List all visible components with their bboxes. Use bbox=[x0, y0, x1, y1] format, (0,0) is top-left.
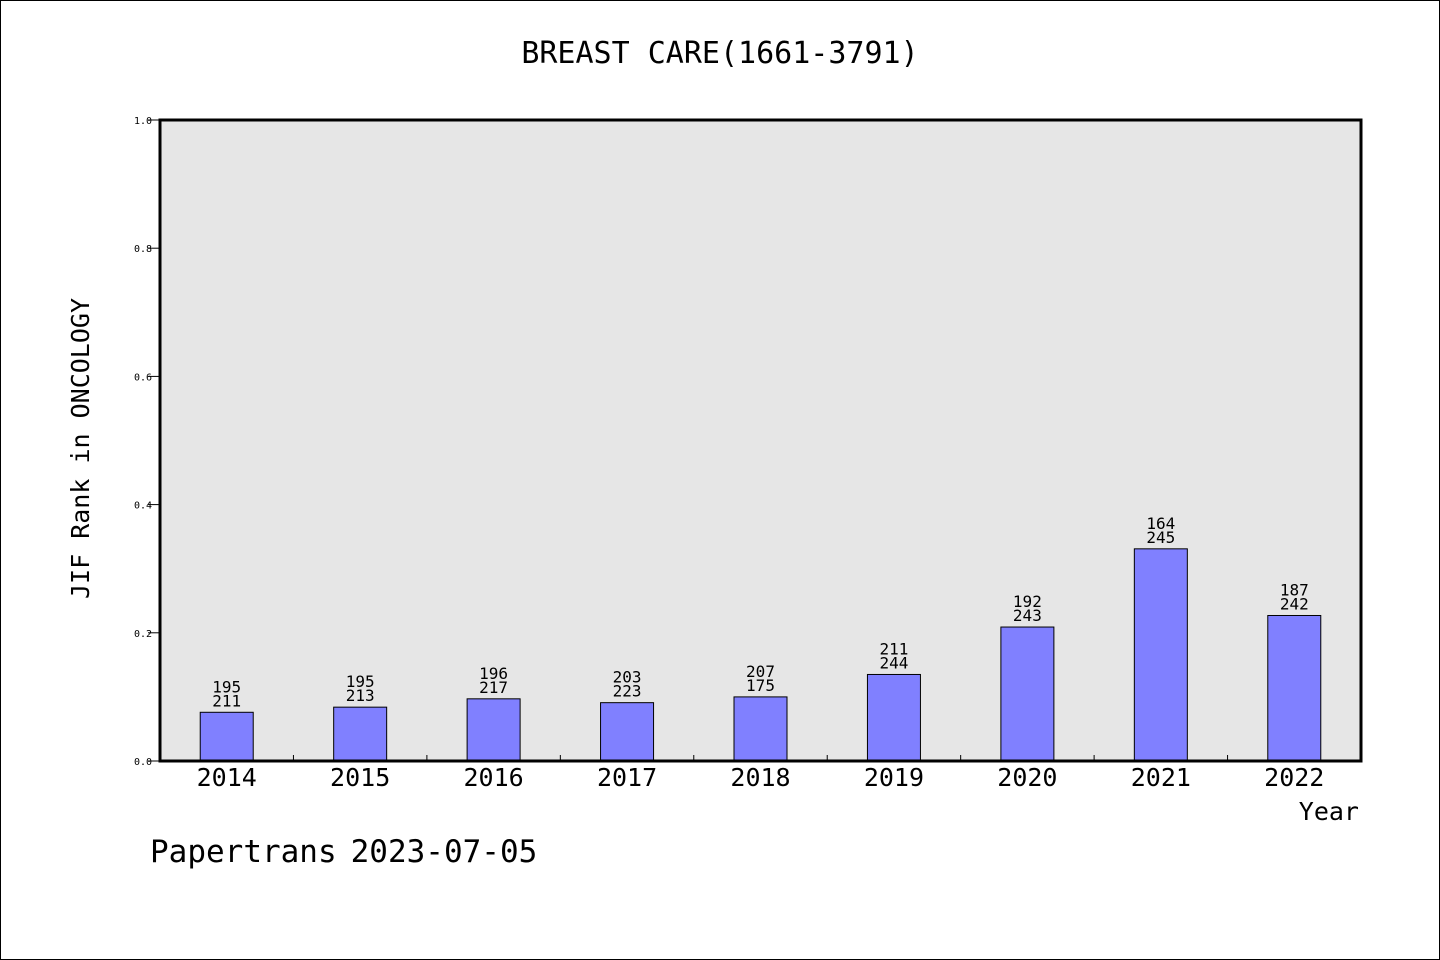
bar-rank-label: 164 bbox=[1146, 514, 1175, 533]
bar-labels: 1952111952131962172032232071752112441922… bbox=[212, 514, 1308, 710]
y-tick-label: 0.2 bbox=[134, 629, 152, 640]
bar-total-label: 213 bbox=[346, 686, 375, 705]
plot-border bbox=[158, 118, 1363, 763]
bar-rank-label: 203 bbox=[613, 668, 642, 687]
bar-rank-label: 187 bbox=[1280, 580, 1309, 599]
y-tick-label: 0.6 bbox=[134, 372, 152, 383]
bar-total-label: 211 bbox=[212, 691, 241, 710]
bar-rank-label: 195 bbox=[212, 677, 241, 696]
x-tick-label: 2016 bbox=[464, 763, 524, 792]
x-tick-label: 2018 bbox=[730, 763, 790, 792]
bar bbox=[733, 696, 788, 762]
y-axis-label: JIF Rank in ONCOLOGY bbox=[66, 298, 95, 599]
x-tick-label: 2021 bbox=[1131, 763, 1191, 792]
bar-total-label: 223 bbox=[613, 682, 642, 701]
bar-total-label: 242 bbox=[1280, 594, 1309, 613]
bar-rank-label: 207 bbox=[746, 662, 775, 681]
x-tick-label: 2015 bbox=[330, 763, 390, 792]
x-axis: 2014 2015 2016 2017 2018 2019 2020 2021 2022 bbox=[197, 755, 1324, 792]
y-tick-label: 0.4 bbox=[134, 501, 152, 512]
bar-total-label: 244 bbox=[879, 653, 908, 672]
x-tick-label: 2019 bbox=[864, 763, 924, 792]
bar-rank-label: 195 bbox=[346, 672, 375, 691]
bar bbox=[866, 673, 921, 762]
x-tick-label: 2020 bbox=[997, 763, 1057, 792]
bar bbox=[1133, 548, 1188, 762]
bar-total-label: 175 bbox=[746, 676, 775, 695]
bar bbox=[600, 702, 655, 762]
bar bbox=[1000, 626, 1055, 762]
x-tick-label: 2014 bbox=[197, 763, 257, 792]
bar bbox=[199, 711, 254, 762]
y-tick-label: 1.0 bbox=[134, 116, 152, 127]
y-axis: 0.0 0.2 0.4 0.6 0.8 1.0 bbox=[134, 116, 160, 768]
bar-rank-label: 196 bbox=[479, 664, 508, 683]
footer: Papertrans 2023-07-05 bbox=[150, 834, 537, 870]
x-axis-label: Year bbox=[1299, 797, 1359, 826]
footer-date: 2023-07-05 bbox=[350, 834, 538, 870]
bar bbox=[466, 698, 521, 762]
bar-total-label: 245 bbox=[1146, 528, 1175, 547]
x-tick-label: 2022 bbox=[1264, 763, 1324, 792]
chart-title: BREAST CARE(1661-3791) bbox=[521, 36, 919, 71]
x-tick-label: 2017 bbox=[597, 763, 657, 792]
y-tick-label: 0.8 bbox=[134, 244, 152, 255]
bar-rank-label: 211 bbox=[879, 639, 908, 658]
bar-series bbox=[199, 548, 1322, 762]
footer-source: Papertrans bbox=[150, 834, 337, 870]
bar bbox=[333, 706, 388, 762]
bar-total-label: 217 bbox=[479, 678, 508, 697]
bar-total-label: 243 bbox=[1013, 606, 1042, 625]
bar-rank-label: 192 bbox=[1013, 592, 1042, 611]
y-tick-label: 0.0 bbox=[134, 757, 152, 768]
bar bbox=[1267, 614, 1322, 762]
